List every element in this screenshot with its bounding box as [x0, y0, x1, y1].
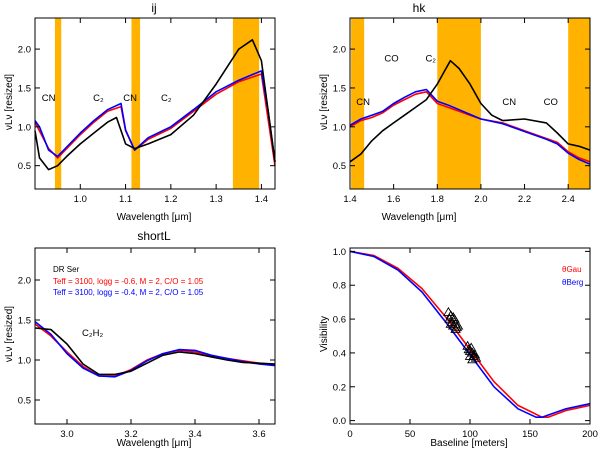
x-tick-label-shortL-2: 3.4	[188, 429, 201, 440]
x-tick-label-ij-2: 1.2	[164, 194, 177, 205]
absorption-band-hk-2	[568, 18, 590, 189]
annotation-hk-2: C₂	[425, 54, 436, 65]
series-line-hk-2	[349, 59, 591, 163]
series-line-shortL-2	[34, 327, 276, 376]
data-point-visibility-10	[443, 306, 454, 316]
y-tick-label-ij-2: 1.5	[18, 83, 31, 94]
panel-title-shortL: shortL	[137, 229, 171, 243]
x-tick-label-visibility-0: 0	[347, 429, 352, 440]
x-axis-label-visibility: Baseline [meters]	[430, 438, 507, 449]
y-tick-label-visibility-5: 1.0	[333, 247, 346, 258]
data-point-visibility-21	[467, 354, 478, 364]
x-tick-label-hk-3: 2.0	[474, 194, 487, 205]
y-tick-label-hk-0: 0.5	[333, 161, 346, 172]
annotation-hk-3: CN	[502, 97, 516, 108]
x-tick-label-ij-0: 1.0	[74, 194, 87, 205]
y-tick-label-hk-3: 2.0	[333, 45, 346, 56]
absorption-band-ij-1	[131, 18, 141, 189]
x-tick-label-visibility-1: 50	[405, 429, 416, 440]
annotation-hk-4: CO	[544, 97, 558, 108]
data-point-visibility-18	[469, 349, 481, 359]
y-tick-label-visibility-2: 0.4	[333, 348, 346, 359]
series-line-visibility-0	[349, 250, 591, 419]
legend-title: DR Ser	[53, 265, 80, 274]
x-tick-label-visibility-3: 150	[522, 429, 538, 440]
x-tick-label-hk-1: 1.6	[387, 194, 400, 205]
x-tick-label-visibility-2: 100	[462, 429, 478, 440]
y-axis-label-shortL: νLν [resized]	[4, 306, 15, 362]
legend-entry-logg-0.4: Teff = 3100, logg = -0.4, M = 2, C/O = 1…	[53, 288, 204, 297]
plot-frame-shortL	[34, 247, 276, 425]
x-tick-label-hk-5: 2.4	[562, 194, 575, 205]
y-tick-label-ij-3: 2.0	[18, 45, 31, 56]
y-tick-label-shortL-3: 2.0	[18, 276, 31, 287]
y-tick-label-visibility-4: 0.8	[333, 281, 346, 292]
y-axis-label-hk: νLν [resized]	[319, 74, 330, 130]
x-tick-label-hk-0: 1.4	[343, 194, 356, 205]
data-point-visibility-11	[445, 318, 457, 328]
annotation-hk-0: CN	[356, 97, 370, 108]
x-tick-label-ij-1: 1.1	[119, 194, 132, 205]
y-tick-label-hk-1: 1.0	[333, 122, 346, 133]
annotation-ij-3: C₂	[161, 93, 172, 104]
annotation-ij-0: CN	[42, 93, 56, 104]
annotation-shortL-0: C₂H₂	[82, 328, 103, 339]
series-line-ij-1	[34, 70, 276, 162]
x-tick-label-hk-2: 1.8	[431, 194, 444, 205]
annotation-ij-2: CN	[123, 93, 137, 104]
series-line-ij-2	[34, 38, 276, 171]
x-tick-label-shortL-3: 3.6	[252, 429, 265, 440]
series-line-hk-1	[349, 88, 591, 165]
x-tick-label-hk-4: 2.2	[518, 194, 531, 205]
x-axis-label-ij: Wavelength [μm]	[117, 212, 192, 223]
absorption-band-ij-0	[54, 18, 62, 189]
y-tick-label-shortL-1: 1.0	[18, 356, 31, 367]
data-point-visibility-9	[452, 320, 464, 330]
annotation-hk-1: CO	[384, 54, 398, 65]
y-tick-label-hk-2: 1.5	[333, 83, 346, 94]
x-tick-label-ij-4: 1.4	[255, 194, 268, 205]
legend-entry-theta-gau: θGau	[562, 265, 582, 274]
y-tick-label-visibility-0: 0.0	[333, 416, 346, 427]
y-tick-label-ij-0: 0.5	[18, 161, 31, 172]
y-tick-label-shortL-0: 0.5	[18, 396, 31, 407]
series-line-visibility-1	[349, 250, 591, 419]
x-tick-label-ij-3: 1.3	[210, 194, 223, 205]
x-tick-label-shortL-0: 3.0	[60, 429, 73, 440]
plot-frame-ij	[34, 17, 276, 190]
y-axis-label-visibility: Visibility	[319, 316, 330, 352]
absorption-band-hk-0	[351, 18, 365, 189]
x-axis-label-hk: Wavelength [μm]	[382, 212, 457, 223]
legend-entry-theta-berg: θBerg	[562, 278, 583, 287]
series-line-shortL-1	[34, 320, 276, 378]
series-line-hk-0	[349, 91, 591, 163]
legend-entry-logg-0.6: Teff = 3100, logg = -0.6, M = 2, C/O = 1…	[53, 277, 204, 286]
plot-frame-hk	[349, 17, 591, 190]
y-axis-label-ij: νLν [resized]	[4, 74, 15, 130]
annotation-ij-1: C₂	[93, 93, 104, 104]
x-tick-label-visibility-4: 200	[582, 429, 598, 440]
y-tick-label-visibility-1: 0.2	[333, 382, 346, 393]
plot-frame-visibility	[349, 247, 591, 425]
x-tick-label-shortL-1: 3.2	[124, 429, 137, 440]
y-tick-label-ij-1: 1.0	[18, 122, 31, 133]
y-tick-label-visibility-3: 0.6	[333, 315, 346, 326]
x-axis-label-shortL: Wavelength [μm]	[117, 438, 192, 449]
panel-title-hk: hk	[413, 1, 427, 15]
y-tick-label-shortL-2: 1.5	[18, 316, 31, 327]
panel-title-ij: ij	[151, 1, 156, 15]
